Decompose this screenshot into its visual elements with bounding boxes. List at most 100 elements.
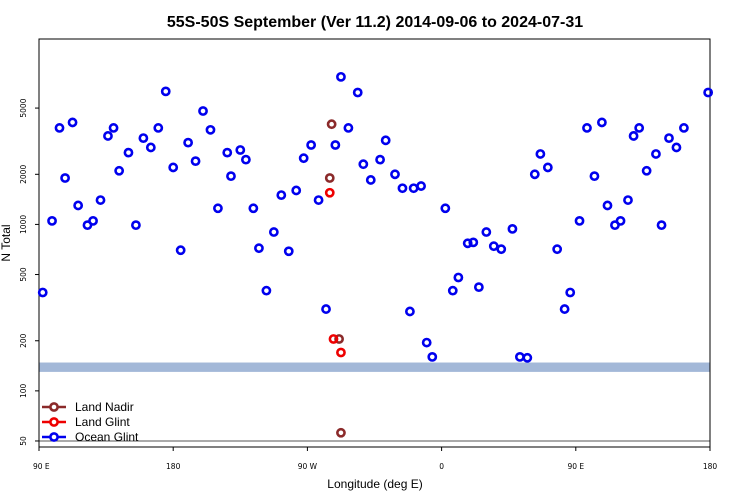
data-point bbox=[462, 238, 473, 249]
data-point bbox=[582, 123, 592, 133]
legend-marker bbox=[49, 417, 59, 427]
data-point bbox=[440, 203, 451, 214]
data-point bbox=[108, 123, 119, 133]
x-tick-label: 180 bbox=[166, 462, 181, 471]
data-point bbox=[416, 181, 426, 191]
data-point bbox=[88, 215, 98, 226]
chart-title: 55S-50S September (Ver 11.2) 2014-09-06 … bbox=[167, 14, 583, 31]
data-point bbox=[213, 203, 223, 214]
data-point bbox=[565, 287, 576, 298]
data-point bbox=[397, 183, 408, 194]
data-point bbox=[468, 237, 479, 248]
legend-marker bbox=[49, 402, 59, 412]
legend-label: Ocean Glint bbox=[75, 430, 139, 444]
data-point bbox=[628, 131, 639, 141]
data-point bbox=[358, 159, 369, 170]
data-point bbox=[488, 241, 499, 252]
data-point bbox=[634, 123, 645, 133]
data-point bbox=[328, 334, 339, 344]
data-point bbox=[481, 227, 492, 237]
y-tick-label: 500 bbox=[19, 267, 28, 282]
y-tick-label: 100 bbox=[19, 383, 28, 398]
data-point bbox=[175, 245, 186, 256]
x-tick-label: 90 E bbox=[567, 462, 584, 471]
data-point bbox=[103, 131, 113, 141]
data-point bbox=[261, 285, 272, 296]
legend-label: Land Nadir bbox=[75, 400, 134, 414]
data-point bbox=[336, 347, 346, 358]
data-point bbox=[514, 351, 525, 362]
data-point bbox=[131, 220, 141, 231]
data-point bbox=[375, 154, 385, 165]
data-point bbox=[535, 149, 546, 159]
data-point bbox=[168, 162, 179, 173]
data-point bbox=[324, 173, 335, 183]
coverage-band bbox=[39, 362, 710, 372]
data-point bbox=[205, 124, 216, 135]
data-point bbox=[330, 140, 341, 150]
data-point bbox=[352, 87, 363, 98]
data-point bbox=[254, 243, 264, 254]
data-point bbox=[473, 282, 484, 293]
data-point bbox=[47, 215, 57, 226]
x-tick-label: 90 E bbox=[33, 462, 50, 471]
data-point bbox=[507, 223, 518, 234]
data-point bbox=[552, 244, 563, 255]
data-point bbox=[703, 87, 714, 98]
data-point bbox=[190, 156, 201, 167]
data-point bbox=[73, 200, 84, 211]
data-point bbox=[226, 171, 236, 182]
data-point bbox=[559, 304, 570, 314]
y-tick-label: 200 bbox=[19, 333, 28, 348]
data-point bbox=[336, 71, 346, 82]
data-point bbox=[153, 123, 164, 133]
x-axis-label: Longitude (deg E) bbox=[327, 477, 422, 491]
data-point bbox=[95, 195, 106, 205]
data-point bbox=[427, 351, 438, 362]
data-point bbox=[321, 304, 331, 314]
data-point bbox=[324, 187, 335, 198]
data-point bbox=[365, 175, 376, 185]
series-ocean-glint bbox=[37, 71, 714, 363]
data-point bbox=[334, 334, 344, 344]
data-point bbox=[298, 153, 309, 164]
data-point bbox=[291, 185, 302, 196]
data-point bbox=[276, 190, 287, 201]
data-point bbox=[183, 137, 194, 148]
data-point bbox=[405, 306, 415, 317]
data-point bbox=[268, 227, 279, 237]
data-point bbox=[664, 133, 674, 144]
x-tick-label: 0 bbox=[439, 462, 444, 471]
data-point bbox=[641, 165, 652, 176]
data-point bbox=[408, 183, 419, 194]
data-point bbox=[160, 86, 171, 97]
data-point bbox=[54, 123, 65, 133]
data-points bbox=[37, 71, 714, 438]
data-point bbox=[235, 145, 246, 155]
data-point bbox=[283, 246, 294, 257]
series-land-nadir bbox=[324, 119, 346, 438]
x-tick-label: 180 bbox=[703, 462, 718, 471]
data-point bbox=[542, 162, 553, 173]
data-point bbox=[145, 142, 156, 153]
data-point bbox=[380, 135, 391, 146]
data-point bbox=[447, 285, 458, 296]
data-point bbox=[306, 140, 317, 150]
data-point bbox=[671, 142, 682, 153]
data-point bbox=[615, 215, 626, 226]
legend-label: Land Glint bbox=[75, 415, 130, 429]
data-point bbox=[522, 352, 533, 363]
data-point bbox=[67, 117, 78, 128]
y-tick-label: 5000 bbox=[19, 98, 28, 117]
data-point bbox=[496, 244, 507, 255]
y-axis-label: N Total bbox=[0, 224, 13, 261]
data-point bbox=[679, 123, 689, 133]
data-point bbox=[240, 154, 251, 165]
data-point bbox=[336, 427, 346, 438]
data-point bbox=[37, 287, 48, 298]
data-point bbox=[623, 195, 633, 205]
data-point bbox=[589, 171, 600, 182]
data-point bbox=[222, 147, 233, 158]
